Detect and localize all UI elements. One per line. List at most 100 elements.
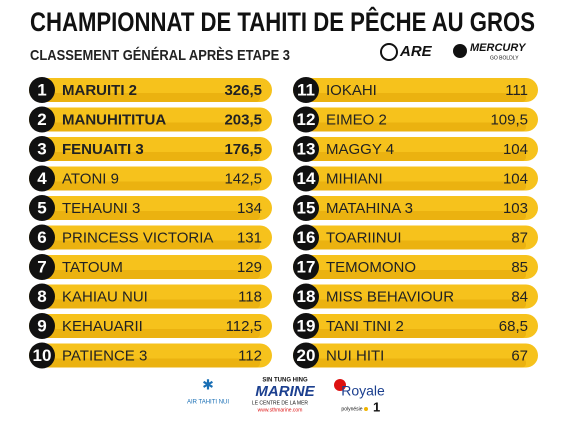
team-score: 118 bbox=[238, 288, 262, 305]
team-name: TOARIINUI bbox=[326, 229, 402, 246]
team-score: 134 bbox=[237, 200, 262, 217]
rank-badge bbox=[29, 283, 55, 310]
ranking-row: 12 EIMEO 2 109,5 bbox=[293, 106, 538, 133]
sponsor-text: LE CENTRE DE LA MER bbox=[252, 400, 309, 406]
team-name: TEHAUNI 3 bbox=[62, 200, 140, 217]
rank-number: 12 bbox=[297, 110, 316, 129]
team-score: 326,5 bbox=[224, 82, 262, 99]
rank-number: 2 bbox=[37, 110, 46, 129]
row-shade bbox=[43, 211, 260, 220]
rank-badge bbox=[29, 195, 55, 221]
team-score: 142,5 bbox=[224, 170, 262, 187]
rank-number: 16 bbox=[297, 228, 316, 247]
rank-number: 14 bbox=[297, 169, 316, 188]
ranking-row: 16 TOARIINUI 87 bbox=[293, 224, 538, 251]
rank-badge bbox=[293, 224, 319, 251]
rank-badge bbox=[293, 77, 319, 103]
rank-number: 6 bbox=[37, 228, 46, 247]
team-name: MISS BEHAVIOUR bbox=[326, 288, 454, 305]
rank-badge bbox=[293, 254, 319, 280]
team-score: 104 bbox=[503, 141, 528, 158]
ranking-row: 3 FENUAITI 3 176,5 bbox=[29, 136, 272, 162]
rank-number: 13 bbox=[297, 139, 316, 158]
rank-number: 17 bbox=[297, 257, 316, 276]
team-name: ATONI 9 bbox=[62, 170, 119, 187]
row-shade bbox=[307, 240, 526, 250]
rank-badge bbox=[29, 342, 55, 369]
rank-badge bbox=[29, 165, 55, 192]
title: CHAMPIONNAT DE TAHITI DE PÊCHE AU GROS bbox=[30, 6, 535, 37]
ranking-row: 6 PRINCESS VICTORIA 131 bbox=[29, 224, 272, 251]
team-score: 85 bbox=[511, 259, 528, 276]
rank-number: 1 bbox=[37, 80, 46, 99]
rank-number: 8 bbox=[37, 287, 46, 306]
team-name: NUI HITI bbox=[326, 347, 384, 364]
rank-badge bbox=[29, 313, 55, 339]
team-name: EIMEO 2 bbox=[326, 111, 387, 128]
sponsor-text: SIN TUNG HING bbox=[262, 378, 308, 384]
sponsor-text: www.sthmarine.com bbox=[258, 407, 303, 413]
rank-number: 3 bbox=[37, 139, 46, 158]
ranking-row: 17 TEMOMONO 85 bbox=[293, 254, 538, 280]
ranking-row: 5 TEHAUNI 3 134 bbox=[29, 195, 272, 221]
logo-icon: ✱ bbox=[202, 377, 214, 393]
row-shade bbox=[307, 93, 526, 102]
rank-badge bbox=[293, 195, 319, 221]
team-name: TEMOMONO bbox=[326, 259, 416, 276]
row-shade bbox=[43, 152, 260, 161]
team-score: 112 bbox=[238, 347, 262, 364]
row-shade bbox=[307, 211, 526, 220]
team-name: KAHIAU NUI bbox=[62, 288, 148, 305]
ranking-row: 18 MISS BEHAVIOUR 84 bbox=[293, 283, 538, 310]
team-score: 68,5 bbox=[499, 318, 528, 335]
ranking-row: 20 NUI HITI 67 bbox=[293, 342, 538, 369]
rank-number: 18 bbox=[297, 287, 316, 306]
team-score: 103 bbox=[503, 200, 528, 217]
team-name: MATAHINA 3 bbox=[326, 200, 413, 217]
ranking-row: 14 MIHIANI 104 bbox=[293, 165, 538, 192]
row-shade bbox=[307, 181, 526, 191]
team-name: TANI TINI 2 bbox=[326, 318, 404, 335]
logo-icon bbox=[334, 379, 346, 391]
team-name: MARUITI 2 bbox=[62, 82, 137, 99]
logo-icon bbox=[453, 44, 467, 58]
sponsor-logo: AIR TAHITI NUI bbox=[187, 400, 229, 406]
team-score: 176,5 bbox=[224, 141, 262, 158]
rank-badge bbox=[29, 136, 55, 162]
team-name: MAGGY 4 bbox=[326, 141, 394, 158]
sponsor-text: polynésie bbox=[341, 406, 362, 412]
rank-number: 5 bbox=[37, 198, 46, 217]
team-score: 67 bbox=[511, 347, 528, 364]
row-shade bbox=[307, 329, 526, 338]
row-shade bbox=[43, 358, 260, 368]
team-name: PRINCESS VICTORIA bbox=[62, 229, 213, 246]
ranking-row: 10 PATIENCE 3 112 bbox=[29, 342, 272, 369]
team-score: 104 bbox=[503, 170, 528, 187]
sponsors-bottom: ✱ AIR TAHITI NUI SIN TUNG HING MARINE LE… bbox=[187, 377, 385, 415]
team-score: 87 bbox=[511, 229, 528, 246]
rank-number: 11 bbox=[297, 80, 315, 99]
row-shade bbox=[43, 240, 260, 250]
row-shade bbox=[43, 299, 260, 309]
rank-badge bbox=[293, 283, 319, 310]
team-name: PATIENCE 3 bbox=[62, 347, 147, 364]
ranking-row: 1 MARUITI 2 326,5 bbox=[29, 77, 272, 103]
team-score: 109,5 bbox=[490, 111, 528, 128]
rank-badge bbox=[293, 342, 319, 369]
rank-badge bbox=[293, 106, 319, 133]
ranking-row: 7 TATOUM 129 bbox=[29, 254, 272, 280]
sponsor-text: 1 bbox=[373, 399, 380, 414]
team-name: TATOUM bbox=[62, 259, 123, 276]
team-score: 203,5 bbox=[224, 111, 262, 128]
row-shade bbox=[307, 299, 526, 309]
team-name: MIHIANI bbox=[326, 170, 383, 187]
rank-number: 19 bbox=[297, 316, 316, 335]
team-score: 111 bbox=[505, 82, 528, 99]
row-shade bbox=[43, 181, 260, 191]
rank-number: 4 bbox=[37, 169, 47, 188]
rank-badge bbox=[29, 77, 55, 103]
team-name: FENUAITI 3 bbox=[62, 141, 144, 158]
logo-icon bbox=[380, 43, 398, 61]
team-score: 131 bbox=[237, 229, 262, 246]
